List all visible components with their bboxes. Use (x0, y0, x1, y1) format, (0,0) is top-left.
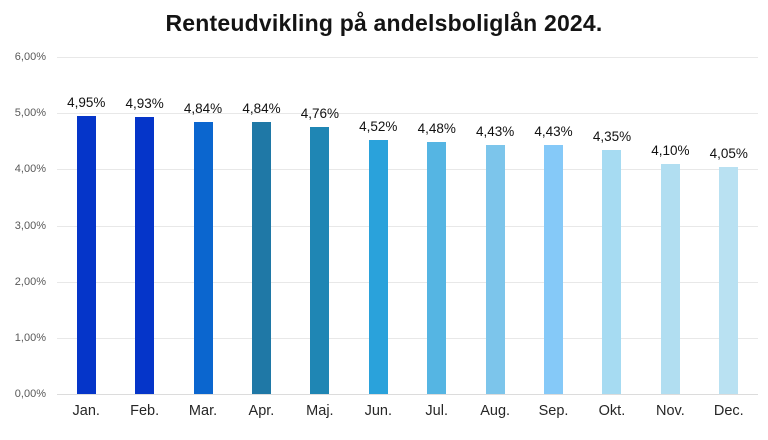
bar-aug (485, 145, 505, 394)
bar-apr (251, 122, 271, 394)
x-axis-tick-label: Jul. (425, 403, 448, 419)
bar-jan (76, 115, 96, 394)
y-axis-tick-label: 1,00% (14, 331, 46, 344)
bar-value-label: 4,84% (183, 101, 223, 117)
x-axis-tick-label: Jan. (72, 403, 100, 419)
gridline (57, 57, 758, 58)
x-axis-tick-label: Dec. (713, 403, 744, 419)
bar-feb (135, 117, 155, 394)
bar-value-label: 4,43% (475, 124, 515, 140)
bar-value-label: 4,43% (534, 124, 573, 140)
x-axis-tick-label: Jun. (364, 403, 392, 419)
y-axis-tick-label: 5,00% (14, 107, 46, 120)
x-axis-tick-label: Apr. (248, 403, 275, 419)
bar-value-label: 4,84% (242, 101, 281, 117)
y-axis-tick-label: 2,00% (14, 275, 46, 288)
bar-value-label: 4,93% (125, 96, 164, 112)
x-axis-tick-label: Sep. (538, 403, 569, 419)
gridline (57, 281, 758, 283)
bar-dec (719, 166, 739, 394)
bar-maj (310, 126, 330, 394)
plot-area: 4,95% 4,93% 4,84% 4,84% 4,76% 4,52% 4,48% 4,43%… (57, 57, 758, 395)
y-axis: 0,00% 1,00% 2,00% 3,00% 4,00% 5,00% 6,00% (0, 51, 48, 400)
x-axis-tick-label: Maj. (306, 403, 334, 419)
gridline (57, 394, 758, 395)
bar-value-label: 4,10% (651, 142, 690, 158)
y-axis-tick-label: 3,00% (14, 219, 46, 232)
x-axis-tick-label: Nov. (656, 403, 685, 419)
gridline (57, 337, 758, 339)
bar-value-label: 4,05% (709, 145, 748, 161)
bar-nov (660, 163, 680, 394)
x-axis-tick-label: Mar. (188, 403, 218, 419)
y-axis-tick-label: 6,00% (14, 51, 46, 63)
gridline (57, 113, 758, 115)
bar-value-label: 4,35% (592, 128, 632, 144)
x-axis-tick-label: Feb. (130, 403, 160, 419)
bar-okt (602, 149, 622, 394)
bar-value-label: 4,48% (417, 121, 456, 137)
y-axis-tick-label: 4,00% (14, 163, 46, 176)
gridline (57, 225, 758, 227)
chart-title: Renteudvikling på andelsboliglån 2024. (165, 10, 603, 36)
x-axis-tick-label: Aug. (480, 403, 511, 419)
y-axis-tick-label: 0,00% (14, 388, 46, 400)
bar-mar (193, 122, 213, 394)
x-axis: Jan. Feb. Mar. Apr. Maj. Jun. Jul. Aug. Sep. Okt.… (57, 403, 758, 427)
bar-value-label: 4,95% (67, 94, 106, 110)
x-axis-tick-label: Okt. (598, 403, 626, 419)
bar-sep (544, 145, 564, 394)
bar-value-label: 4,52% (359, 119, 398, 135)
bar-jul (427, 142, 447, 394)
bar-jun (368, 140, 388, 394)
bar-value-label: 4,76% (300, 105, 340, 121)
gridline (57, 169, 758, 171)
